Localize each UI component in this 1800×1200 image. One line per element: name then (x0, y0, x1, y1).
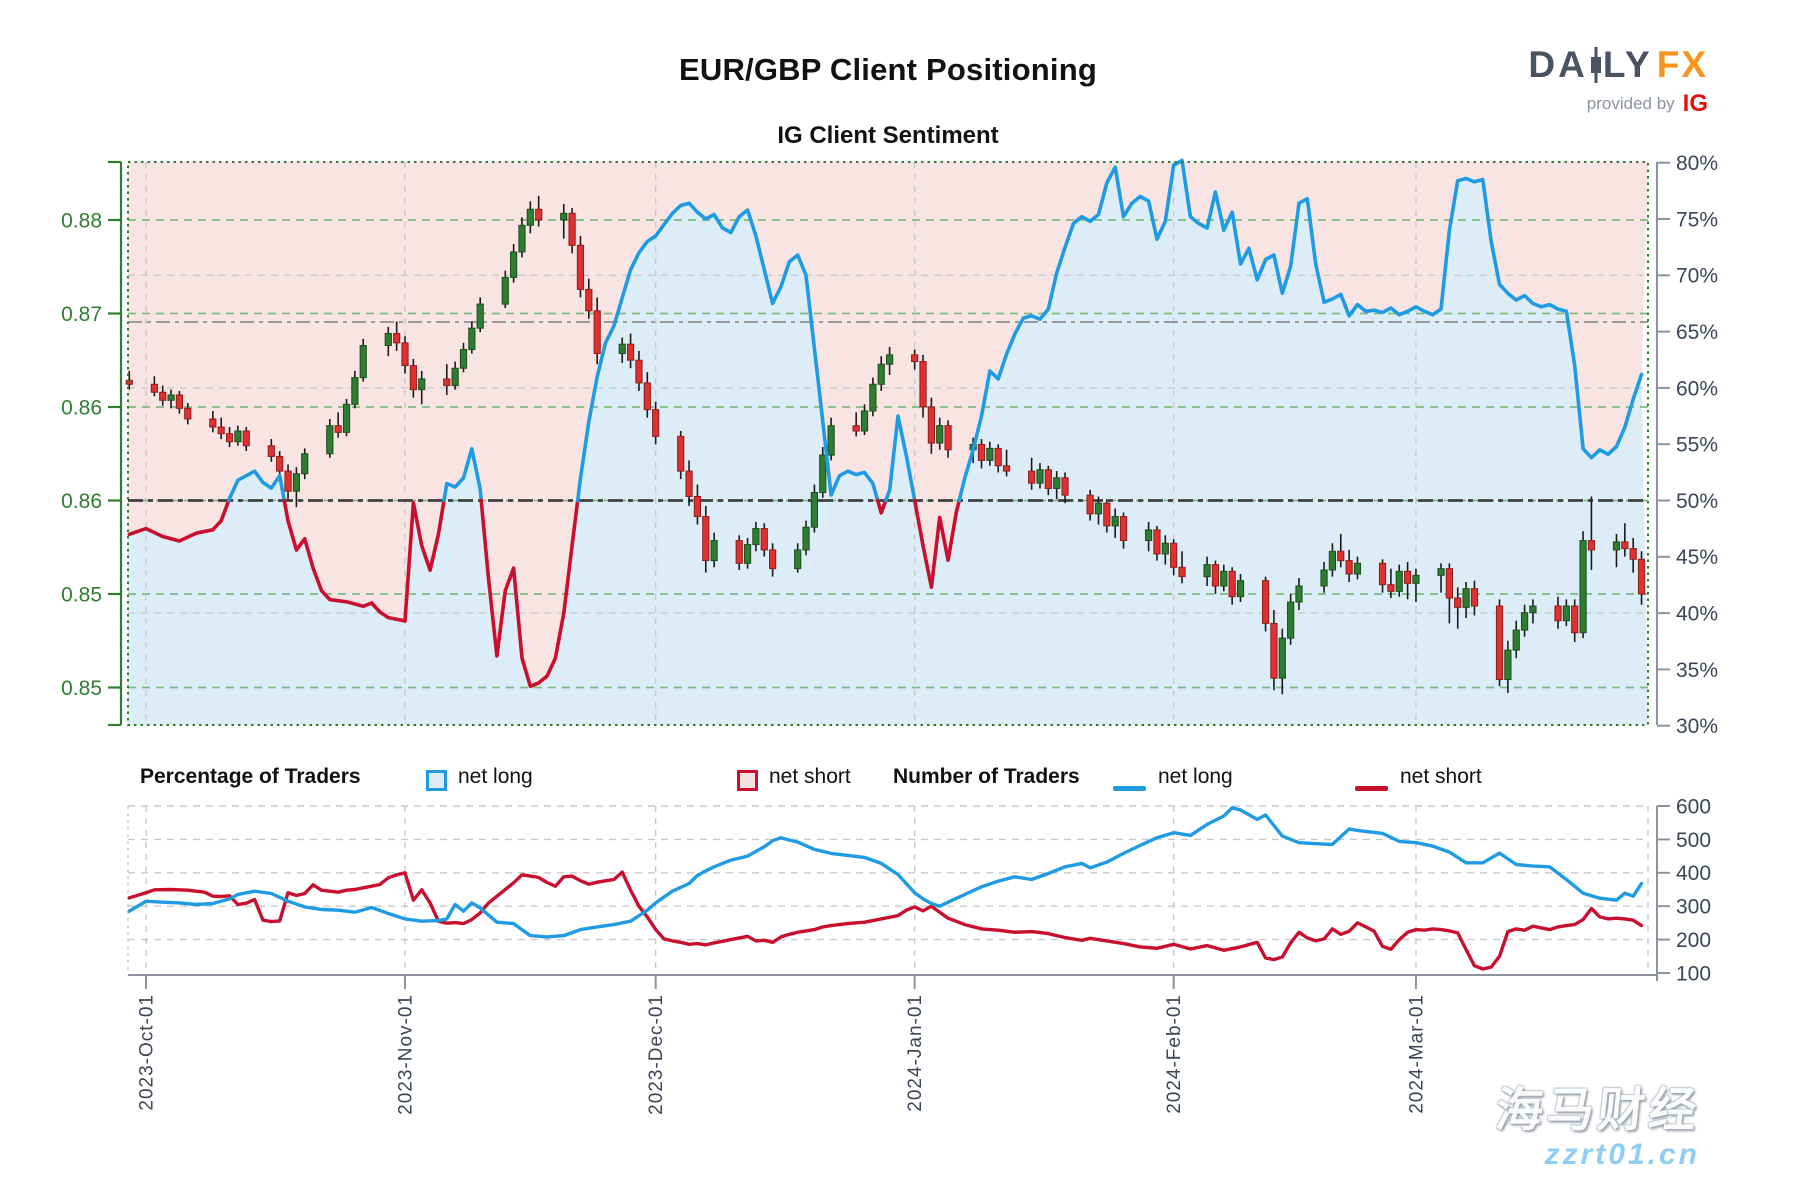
svg-text:0.86: 0.86 (61, 490, 102, 513)
chart-legend: Percentage of Traders net long net short… (0, 762, 1800, 798)
main-gridlines (128, 162, 1648, 725)
traders-lines (127, 806, 1644, 971)
logo-ly: LY (1602, 44, 1653, 85)
svg-text:45%: 45% (1676, 546, 1718, 569)
watermark-url: zzrt01.cn (1544, 1137, 1700, 1171)
sentiment-line (127, 158, 1644, 689)
watermark-chinese: 海马财经 (1493, 1083, 1703, 1137)
provided-by-label: provided by (1586, 94, 1675, 113)
date-axis: 2023-Oct-01 2023-Nov-01 2023-Dec-01 2024-Ja… (128, 969, 1658, 1115)
legend-number-header: Number of Traders (893, 765, 1080, 788)
svg-text:60%: 60% (1676, 377, 1718, 400)
svg-text:65%: 65% (1676, 321, 1718, 344)
svg-text:2024-Feb-01: 2024-Feb-01 (1164, 994, 1185, 1114)
svg-text:2024-Mar-01: 2024-Mar-01 (1406, 994, 1427, 1114)
logo-da: DA (1528, 44, 1588, 85)
svg-text:400: 400 (1676, 862, 1711, 885)
svg-text:35%: 35% (1676, 659, 1718, 682)
candlesticks (125, 195, 1646, 695)
svg-text:50%: 50% (1676, 490, 1718, 513)
main-plot-border (127, 161, 1649, 726)
legend-percentage-header: Percentage of Traders (140, 765, 361, 788)
pct-axis-right: 80% 75% 70% 65% 60% 55% 50% 45% 40% 35% 30% (1656, 152, 1718, 738)
svg-text:2024-Jan-01: 2024-Jan-01 (905, 994, 926, 1112)
svg-text:70%: 70% (1676, 265, 1718, 288)
svg-text:30%: 30% (1676, 715, 1718, 738)
svg-text:2023-Oct-01: 2023-Oct-01 (137, 994, 158, 1111)
svg-text:80%: 80% (1676, 152, 1718, 175)
svg-text:0.85: 0.85 (61, 583, 102, 606)
num-net-short-swatch (1355, 773, 1388, 803)
count-axis-right: 600 500 400 300 200 100 (1656, 795, 1711, 985)
num-net-long-swatch (1113, 773, 1146, 803)
pct-net-short-label: net short (769, 765, 851, 788)
ig-logo: IG (1682, 90, 1708, 117)
dailyfx-logo: DA LY FX provided by IG (1528, 44, 1708, 118)
num-net-short-label: net short (1400, 765, 1482, 788)
dailyfx-logo-text: DA LY (1528, 44, 1652, 86)
svg-text:500: 500 (1676, 829, 1711, 852)
pct-net-long-label: net long (458, 765, 533, 788)
svg-text:0.86: 0.86 (61, 396, 102, 419)
svg-text:0.87: 0.87 (61, 303, 102, 326)
price-axis-left: 0.88 0.87 0.86 0.86 0.85 0.85 (61, 160, 123, 727)
page-subtitle: IG Client Sentiment (777, 122, 999, 149)
svg-text:600: 600 (1676, 795, 1711, 818)
watermark: 海马财经 zzrt01.cn (1493, 1083, 1703, 1172)
svg-text:0.85: 0.85 (61, 677, 102, 700)
svg-text:2023-Nov-01: 2023-Nov-01 (396, 994, 417, 1115)
svg-text:100: 100 (1676, 962, 1711, 985)
svg-text:75%: 75% (1676, 208, 1718, 231)
svg-text:200: 200 (1676, 929, 1711, 952)
pct-net-short-swatch (737, 765, 758, 795)
svg-text:300: 300 (1676, 896, 1711, 919)
svg-text:2023-Dec-01: 2023-Dec-01 (646, 994, 667, 1115)
svg-text:40%: 40% (1676, 602, 1718, 625)
svg-text:55%: 55% (1676, 434, 1718, 457)
svg-text:0.88: 0.88 (61, 209, 102, 232)
page-title: EUR/GBP Client Positioning (679, 52, 1097, 87)
pct-net-long-swatch (426, 765, 447, 795)
sentiment-areas (128, 160, 1648, 725)
logo-fx: FX (1656, 44, 1708, 85)
candlestick-icon (1590, 47, 1601, 83)
num-net-long-label: net long (1158, 765, 1233, 788)
